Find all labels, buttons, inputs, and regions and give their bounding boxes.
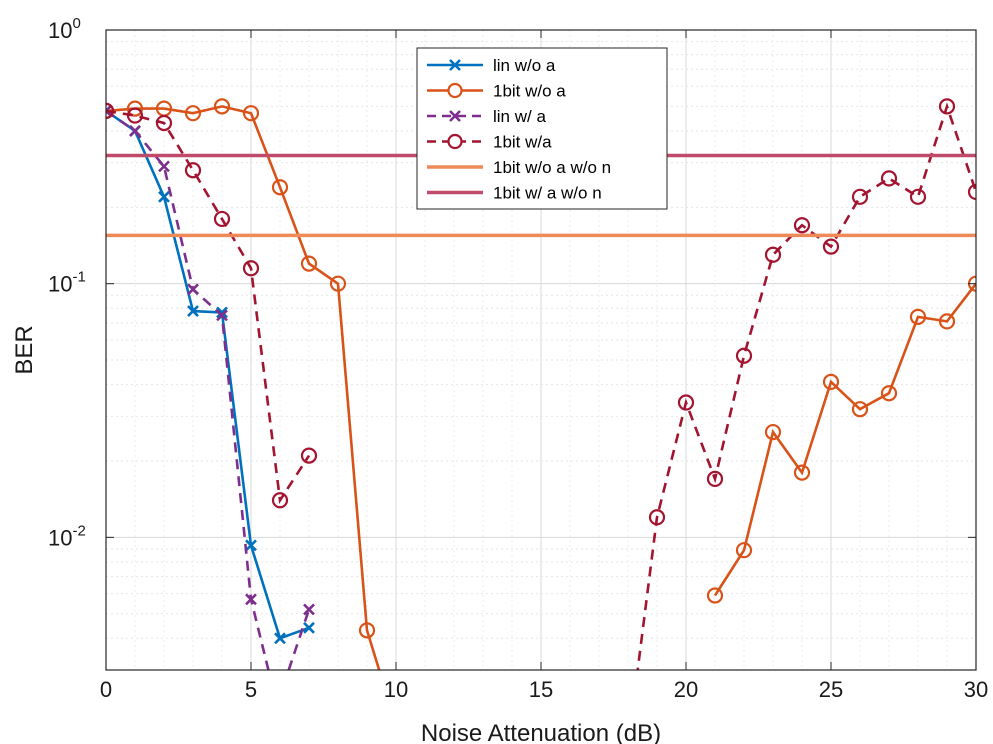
legend-item: 1bit w/ a w/o n <box>427 184 602 203</box>
data-point <box>909 308 927 325</box>
series-line <box>106 109 310 640</box>
data-point <box>184 105 202 122</box>
x-tick-label: 10 <box>384 677 408 702</box>
data-point <box>126 107 144 124</box>
data-point <box>245 539 257 552</box>
series-lin-w-a <box>106 104 315 670</box>
data-point <box>187 283 199 296</box>
data-point <box>271 492 289 509</box>
legend-label: lin w/ a <box>493 107 546 126</box>
data-point <box>213 98 231 115</box>
data-point <box>793 217 811 234</box>
data-point <box>184 162 202 179</box>
data-point <box>329 275 347 292</box>
series-1bit-w-a <box>106 98 976 670</box>
x-tick-label: 15 <box>529 677 553 702</box>
data-point <box>851 401 869 418</box>
legend-item: 1bit w/o a <box>427 82 566 101</box>
series-1bit-w-o-a <box>106 98 976 670</box>
legend-box <box>416 47 668 210</box>
legend-label: 1bit w/o a <box>493 82 566 101</box>
data-point <box>909 188 927 205</box>
legend-item: lin w/ a <box>427 107 546 126</box>
x-tick-label: 30 <box>964 677 988 702</box>
y-tick-label: 10-2 <box>48 522 86 550</box>
x-tick-label: 0 <box>100 677 112 702</box>
data-point <box>216 309 228 322</box>
data-point <box>274 632 286 645</box>
data-point <box>648 509 666 526</box>
data-point <box>938 313 956 330</box>
y-tick-label: 100 <box>48 15 81 43</box>
legend-label: 1bit w/o a w/o n <box>493 158 611 177</box>
data-point <box>735 347 753 364</box>
data-point <box>106 104 112 117</box>
data-point <box>300 447 318 464</box>
data-point <box>880 170 898 187</box>
x-axis-label: Noise Attenuation (dB) <box>421 720 661 744</box>
data-point <box>213 210 231 228</box>
data-point <box>300 255 318 272</box>
data-point <box>793 464 811 481</box>
data-point <box>967 183 976 201</box>
data-point <box>245 593 257 606</box>
legend-label: 1bit w/ a w/o n <box>493 184 602 203</box>
data-point <box>880 385 898 402</box>
data-point <box>303 603 315 616</box>
data-point <box>706 587 724 604</box>
data-point <box>851 188 869 205</box>
legend-marker <box>449 59 461 71</box>
data-point <box>158 190 170 203</box>
data-point <box>155 114 173 132</box>
x-tick-label: 5 <box>245 677 257 702</box>
data-point <box>216 306 228 319</box>
legend-item: lin w/o a <box>427 56 556 75</box>
data-point <box>735 542 753 559</box>
data-point <box>187 305 199 317</box>
data-point <box>129 125 141 137</box>
legend-item: 1bit w/a <box>427 133 552 152</box>
series-line <box>106 102 976 670</box>
legend-label: 1bit w/a <box>493 133 552 152</box>
legend: lin w/o a 1bit w/o a lin w/ a 1bit w/a 1bit … <box>416 47 668 210</box>
data-point <box>126 100 144 117</box>
data-point <box>106 102 115 119</box>
data-point <box>822 238 840 255</box>
data-point <box>271 179 289 196</box>
y-tick-label: 10-1 <box>48 269 86 297</box>
legend-marker <box>449 110 461 122</box>
data-point <box>242 260 260 277</box>
data-point <box>822 373 840 391</box>
data-point <box>764 246 782 263</box>
data-point <box>938 98 956 115</box>
x-tick-label: 20 <box>674 677 698 702</box>
data-point <box>677 394 695 411</box>
legend-item: 1bit w/o a w/o n <box>427 158 611 177</box>
data-point <box>158 160 170 173</box>
data-point <box>242 105 260 122</box>
y-axis-label: BER <box>11 325 38 374</box>
legend-marker <box>447 133 463 150</box>
axis-ticks: 0 5 10 15 20 25 30 100 10-1 10-2 <box>48 15 988 702</box>
series-line <box>106 105 976 670</box>
data-point <box>358 622 376 639</box>
data-point <box>706 470 724 487</box>
legend-label: lin w/o a <box>493 56 556 75</box>
legend-marker <box>447 82 463 99</box>
data-point <box>303 621 315 634</box>
x-tick-label: 25 <box>819 677 843 702</box>
data-point <box>764 423 782 441</box>
